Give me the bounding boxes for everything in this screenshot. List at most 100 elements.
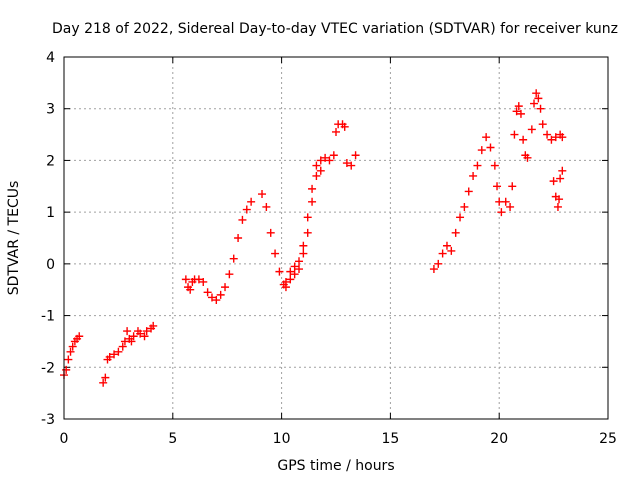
data-point bbox=[221, 283, 230, 292]
data-point bbox=[547, 135, 556, 144]
data-point bbox=[329, 151, 338, 160]
data-point bbox=[101, 373, 110, 382]
data-point bbox=[242, 205, 251, 214]
data-point bbox=[186, 285, 195, 294]
data-point bbox=[216, 290, 225, 299]
data-point bbox=[490, 161, 499, 170]
y-tick-label: -2 bbox=[41, 360, 55, 376]
data-point bbox=[558, 133, 567, 142]
y-tick-label: 2 bbox=[46, 153, 55, 169]
data-point bbox=[118, 342, 127, 351]
data-point bbox=[486, 143, 495, 152]
data-point bbox=[555, 195, 564, 204]
plot-frame bbox=[63, 56, 609, 420]
data-point bbox=[281, 277, 290, 286]
data-point bbox=[469, 171, 478, 180]
data-point bbox=[303, 228, 312, 237]
data-point bbox=[538, 120, 547, 129]
data-point bbox=[556, 174, 565, 183]
data-point bbox=[295, 265, 304, 274]
data-point bbox=[229, 254, 238, 263]
y-tick-label: 4 bbox=[46, 50, 55, 66]
data-point bbox=[308, 197, 317, 206]
data-point bbox=[512, 107, 521, 116]
data-point bbox=[142, 327, 151, 336]
data-point bbox=[136, 329, 145, 338]
data-point bbox=[342, 159, 351, 168]
data-point bbox=[340, 122, 349, 131]
data-point bbox=[68, 342, 77, 351]
data-point bbox=[203, 288, 212, 297]
data-point bbox=[429, 265, 438, 274]
data-point bbox=[482, 133, 491, 142]
data-point bbox=[234, 234, 243, 242]
data-point bbox=[271, 249, 280, 258]
x-tick-label: 25 bbox=[599, 431, 617, 447]
data-point bbox=[508, 182, 517, 191]
data-point bbox=[530, 99, 539, 108]
data-point bbox=[286, 267, 295, 276]
data-point bbox=[258, 190, 267, 199]
data-point bbox=[123, 327, 132, 336]
data-point bbox=[325, 156, 334, 165]
x-tick-label: 15 bbox=[381, 431, 399, 447]
chart-title: Day 218 of 2022, Sidereal Day-to-day VTE… bbox=[52, 21, 618, 37]
data-point bbox=[308, 184, 317, 193]
data-point bbox=[303, 213, 312, 222]
data-point bbox=[127, 337, 136, 346]
data-point bbox=[527, 125, 536, 134]
data-point bbox=[149, 321, 158, 330]
data-point bbox=[316, 156, 325, 165]
data-point bbox=[464, 187, 473, 196]
data-point bbox=[105, 352, 114, 361]
data-point bbox=[64, 355, 73, 364]
data-point bbox=[516, 109, 525, 118]
data-point bbox=[460, 202, 469, 211]
data-point bbox=[451, 228, 460, 237]
data-point bbox=[286, 275, 295, 284]
data-point bbox=[447, 246, 456, 255]
data-point bbox=[66, 347, 75, 356]
data-point bbox=[473, 161, 482, 170]
y-tick-label: 1 bbox=[46, 205, 55, 221]
data-point bbox=[534, 94, 543, 103]
data-point bbox=[456, 213, 465, 222]
y-tick-label: -3 bbox=[41, 412, 55, 428]
y-tick-label: 0 bbox=[46, 257, 55, 273]
data-point bbox=[493, 182, 502, 191]
data-point bbox=[549, 177, 558, 186]
data-point bbox=[532, 89, 541, 98]
data-point bbox=[477, 146, 486, 155]
data-point bbox=[262, 202, 271, 211]
data-point bbox=[514, 102, 523, 111]
data-point bbox=[247, 197, 256, 206]
y-tick-label: 3 bbox=[46, 102, 55, 118]
x-axis-label: GPS time / hours bbox=[277, 458, 394, 474]
data-points bbox=[60, 89, 567, 387]
data-point bbox=[506, 202, 515, 211]
data-point bbox=[519, 135, 528, 144]
data-point bbox=[558, 166, 567, 175]
data-point bbox=[312, 171, 321, 180]
x-tick-label: 20 bbox=[490, 431, 508, 447]
data-point bbox=[75, 332, 84, 341]
y-axis-label: SDTVAR / TECUs bbox=[6, 181, 22, 296]
data-point bbox=[312, 161, 321, 170]
data-point bbox=[295, 257, 304, 266]
x-tick-label: 0 bbox=[60, 431, 69, 447]
data-point bbox=[438, 249, 447, 258]
data-point bbox=[351, 151, 360, 160]
data-point bbox=[290, 270, 299, 279]
data-point bbox=[275, 267, 284, 276]
data-point bbox=[321, 153, 330, 162]
data-point bbox=[140, 332, 149, 341]
axis-ticks bbox=[63, 56, 609, 420]
data-point bbox=[225, 270, 234, 279]
data-point bbox=[212, 296, 221, 305]
x-tick-labels: 0 5 10 15 20 25 bbox=[60, 431, 617, 447]
data-point bbox=[207, 293, 216, 302]
data-point bbox=[497, 208, 506, 217]
data-point bbox=[238, 215, 247, 224]
x-tick-label: 5 bbox=[168, 431, 177, 447]
